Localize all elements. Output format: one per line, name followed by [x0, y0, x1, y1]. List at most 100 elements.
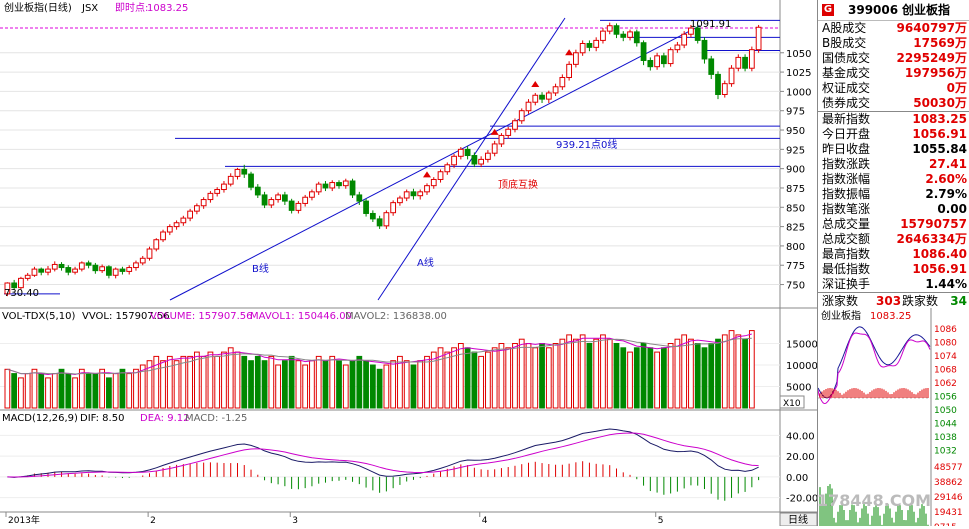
candle-up [18, 277, 24, 289]
row-label: 今日开盘 [822, 127, 871, 141]
buy-signal-arrow [531, 80, 540, 87]
mini-vol-tick: 38862 [934, 478, 963, 488]
volume-bar [92, 373, 99, 409]
turnover-row: 权证成交 0万 [818, 81, 969, 96]
volume-bar [187, 355, 194, 409]
volume-bar [417, 360, 424, 409]
candle-up [51, 263, 58, 270]
volume-bar [369, 364, 376, 409]
candlestick-chart[interactable]: 15000 10000 5000 40.00 20.00 0.00 -20.00 1050… [0, 0, 853, 527]
volume-bar [78, 368, 85, 409]
volume-bar [627, 351, 633, 409]
level-line-label: 939.21点0线 [556, 138, 617, 151]
volume-bar [403, 360, 410, 409]
candle-down [119, 268, 126, 272]
date-label: 5 [658, 516, 664, 526]
down-count-label: 跌家数 [902, 294, 939, 308]
quote-row: 总成交量 15790757 [818, 217, 969, 232]
mini-price-tick: 1062 [934, 379, 957, 389]
row-label: 最新指数 [822, 112, 871, 126]
row-value: 1086.40 [912, 247, 967, 261]
candle-up [430, 178, 437, 187]
row-label: 指数涨幅 [822, 172, 871, 186]
quote-row: 最新指数 1083.25 [818, 112, 969, 127]
date-label: 4 [482, 516, 488, 526]
candle-up [295, 202, 302, 211]
candle-down [742, 56, 748, 69]
candle-up [485, 152, 491, 160]
macd-value: MACD: -1.25 [185, 413, 247, 424]
volume-bar [234, 351, 241, 409]
candle-up [207, 192, 214, 201]
volume-bar [227, 347, 234, 409]
volume-bar [194, 351, 200, 409]
intraday-mini-chart[interactable]: 创业板指 1083.25 1086 1080 1074 1068 1062 1056 105… [817, 308, 969, 529]
top-bottom-label: 顶底互换 [498, 178, 538, 191]
price-tick-label: 1000 [786, 87, 811, 98]
candle-up [728, 67, 735, 85]
volume-bar [491, 347, 498, 409]
vol-tick-label: 5000 [786, 383, 811, 394]
instant-value: 1083.25 [147, 3, 188, 14]
volume-bar [180, 355, 187, 409]
period-tab[interactable]: 日线 [788, 513, 808, 526]
candle-up [227, 175, 234, 185]
volume-bar [613, 343, 620, 409]
volume-bar [512, 343, 518, 409]
volume-bar [410, 364, 417, 409]
volume-bar [688, 338, 694, 409]
candle-up [674, 44, 681, 51]
volume-bar [424, 355, 430, 409]
turnover-row: B股成交 17569万 [818, 36, 969, 51]
row-label: 债券成交 [822, 96, 871, 110]
candle-down [58, 263, 65, 269]
price-tick-label: 925 [786, 145, 805, 156]
date-label: 2013年 [8, 514, 40, 526]
volume-bar [437, 347, 444, 409]
candle-down [708, 58, 715, 75]
volume-bar [660, 347, 667, 409]
row-value: 1083.25 [912, 112, 967, 126]
row-value: 2.60% [925, 172, 967, 186]
row-label: 指数笔涨 [822, 202, 871, 216]
macd-indicator-label: MACD(12,26,9) [2, 413, 78, 424]
index-badge: G [822, 4, 834, 16]
volume-bar [478, 355, 485, 409]
row-value: 17569万 [913, 36, 967, 50]
candle-up [200, 199, 207, 207]
main-chart-area[interactable]: 15000 10000 5000 40.00 20.00 0.00 -20.00 1050… [0, 0, 853, 527]
candle-up [498, 134, 505, 145]
volume-bar [146, 360, 153, 409]
candle-up [606, 25, 613, 32]
volume-bar [65, 373, 72, 409]
candle-up [72, 268, 78, 273]
macd-tick-label: 40.00 [786, 431, 815, 442]
price-tick-label: 825 [786, 223, 805, 234]
volume-bar [51, 373, 58, 409]
volume-bar [721, 334, 728, 409]
chart-title: 创业板指(日线) [4, 1, 72, 14]
mini-price-tick: 1056 [934, 393, 957, 403]
candle-up [748, 49, 755, 69]
candle-down [363, 200, 369, 214]
price-tick-label: 975 [786, 107, 805, 118]
mini-avg-line [817, 332, 931, 405]
volume-bar [106, 377, 112, 409]
candle-down [281, 194, 288, 202]
candle-up [681, 33, 688, 46]
volume-bar [694, 343, 701, 409]
quote-row: 最低指数 1056.91 [818, 262, 969, 277]
mini-price-tick: 1038 [934, 433, 957, 443]
candle-up [234, 168, 241, 177]
a-line-label: A线 [417, 256, 434, 269]
row-label: 指数涨跌 [822, 157, 871, 171]
volume-bar [606, 338, 613, 409]
candle-up [4, 282, 11, 295]
candle-down [660, 55, 667, 65]
price-tick-label: 1025 [786, 68, 811, 79]
candle-up [444, 164, 451, 173]
mini-price-tick: 1044 [934, 420, 957, 430]
quote-row: 昨日收盘 1055.84 [818, 142, 969, 157]
candle-up [478, 158, 485, 165]
volume-bar [471, 351, 478, 409]
